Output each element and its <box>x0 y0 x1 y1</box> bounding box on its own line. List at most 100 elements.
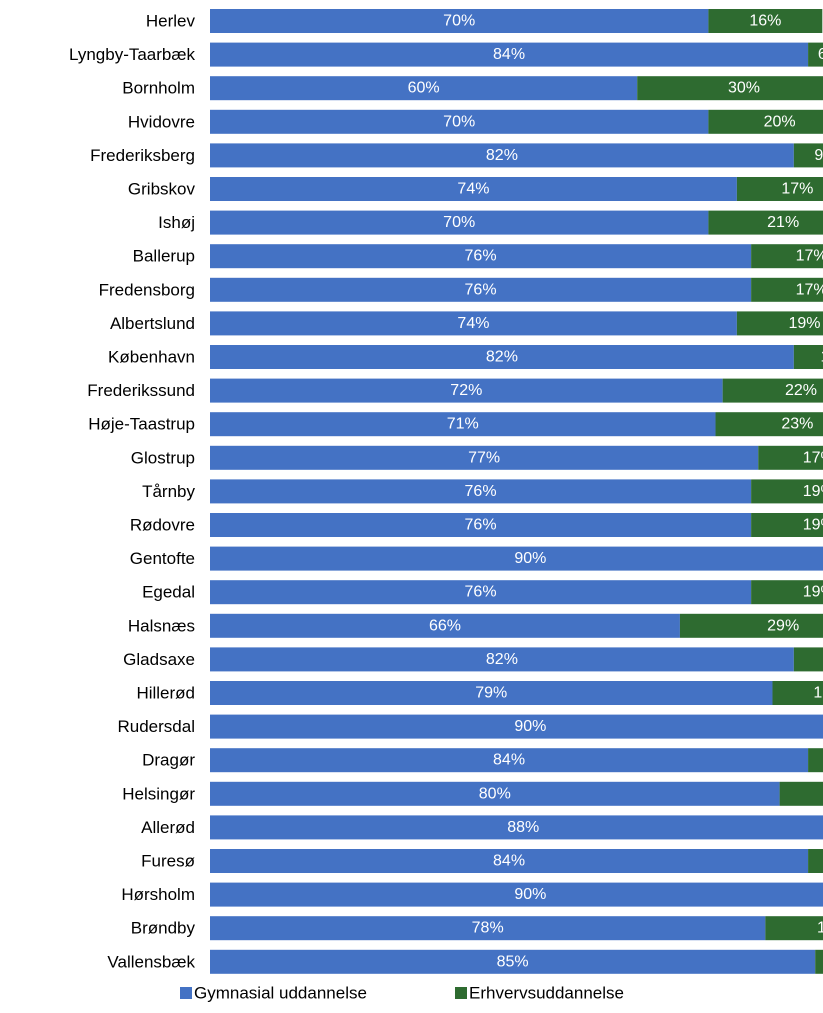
data-label: 19% <box>803 517 823 534</box>
data-label: 66% <box>429 617 461 634</box>
data-label: 17% <box>781 181 813 198</box>
bar-gymnasial <box>210 916 766 941</box>
bar-erhverv <box>808 42 823 67</box>
bar-erhverv <box>815 949 823 974</box>
bar-erhverv <box>793 143 823 168</box>
bar-gymnasial <box>210 849 809 873</box>
bar-erhverv <box>751 580 823 605</box>
data-label: 82% <box>486 651 518 668</box>
bar-erhverv <box>679 613 823 638</box>
data-label: 16% <box>749 13 781 30</box>
bar-gymnasial <box>210 277 752 302</box>
category-label: Rudersdal <box>118 717 196 736</box>
data-label: 76% <box>465 517 497 534</box>
data-label: 76% <box>465 483 497 500</box>
data-label: 17% <box>796 248 823 265</box>
data-label: 84% <box>493 853 525 870</box>
data-label: 88% <box>507 819 539 836</box>
data-label: 21% <box>767 214 799 231</box>
category-label: Furesø <box>141 852 195 871</box>
category-label: Rødovre <box>130 516 195 535</box>
bar-erhverv <box>736 177 823 201</box>
data-label: 9% <box>814 147 823 164</box>
bar-erhverv <box>772 681 823 705</box>
bar-gymnasial <box>210 513 752 537</box>
category-label: Herlev <box>146 12 196 31</box>
bar-erhverv <box>779 781 823 806</box>
bar-gymnasial <box>210 949 816 974</box>
data-label: 17% <box>796 281 823 298</box>
legend-label: Gymnasial uddannelse <box>194 984 367 1003</box>
bar-gymnasial <box>210 244 752 269</box>
bar-gymnasial <box>210 748 809 773</box>
category-label: Gribskov <box>128 180 196 199</box>
bar-gymnasial <box>210 815 823 840</box>
bar-gymnasial <box>210 445 759 470</box>
data-label: 80% <box>479 785 511 802</box>
data-label: 12% <box>821 349 823 366</box>
data-label: 6% <box>818 46 823 63</box>
data-label: 17% <box>803 449 823 466</box>
category-label: Høje-Taastrup <box>88 415 195 434</box>
data-label: 82% <box>486 147 518 164</box>
legend-swatch <box>455 987 467 999</box>
category-label: Ishøj <box>158 213 195 232</box>
bar-gymnasial <box>210 311 737 336</box>
bar-erhverv <box>751 513 823 537</box>
data-label: 30% <box>728 80 760 97</box>
bar-gymnasial <box>210 781 780 806</box>
data-label: 76% <box>465 584 497 601</box>
category-label: Frederikssund <box>87 381 195 400</box>
category-label: Hvidovre <box>128 112 195 131</box>
data-label: 70% <box>443 214 475 231</box>
category-label: Fredensborg <box>99 280 195 299</box>
data-label: 84% <box>493 752 525 769</box>
bar-gymnasial <box>210 9 709 33</box>
bar-gymnasial <box>210 479 752 504</box>
category-label: Halsnæs <box>128 616 195 635</box>
category-label: Lyngby-Taarbæk <box>69 45 195 64</box>
bar-erhverv <box>637 76 823 101</box>
category-label: Brøndby <box>131 919 196 938</box>
data-label: 20% <box>764 113 796 130</box>
bar-gymnasial <box>210 613 680 638</box>
data-label: 19% <box>789 315 821 332</box>
category-label: Gladsaxe <box>123 650 195 669</box>
bar-gymnasial <box>210 681 773 705</box>
data-label: 23% <box>781 416 813 433</box>
bar-erhverv <box>736 311 823 336</box>
data-label: 19% <box>803 483 823 500</box>
legend-swatch <box>180 987 192 999</box>
legend: Gymnasial uddannelse Erhvervsuddannelse <box>180 984 624 1003</box>
category-label: Helsingør <box>122 784 195 803</box>
data-label: 78% <box>472 920 504 937</box>
bar-erhverv <box>793 647 823 672</box>
bar-gymnasial <box>210 42 809 67</box>
category-label: Allerød <box>141 818 195 837</box>
data-label: 72% <box>450 382 482 399</box>
bar-gymnasial <box>210 345 794 369</box>
category-label: Hørsholm <box>121 885 195 904</box>
category-label: Hillerød <box>136 684 195 703</box>
bars-group: 70% 16% 84% 6% 60% 30% 70% 20% 82% 9% 74% 17% 70% 21%… <box>210 9 823 974</box>
data-label: 76% <box>465 248 497 265</box>
legend-label: Erhvervsuddannelse <box>469 984 624 1003</box>
bar-erhverv <box>808 748 823 773</box>
bar-erhverv <box>751 244 823 269</box>
data-label: 19% <box>803 584 823 601</box>
data-label: 71% <box>447 416 479 433</box>
bar-gymnasial <box>210 210 709 235</box>
category-label: Egedal <box>142 583 195 602</box>
bar-gymnasial <box>210 714 823 739</box>
data-label: 90% <box>514 886 546 903</box>
data-label: 19% <box>817 920 823 937</box>
bar-erhverv <box>708 210 823 235</box>
data-label: 70% <box>443 113 475 130</box>
bar-gymnasial <box>210 546 823 571</box>
data-label: 22% <box>785 382 817 399</box>
bar-erhverv <box>751 277 823 302</box>
data-label: 79% <box>475 685 507 702</box>
category-label: Ballerup <box>133 247 195 266</box>
bar-gymnasial <box>210 143 794 168</box>
